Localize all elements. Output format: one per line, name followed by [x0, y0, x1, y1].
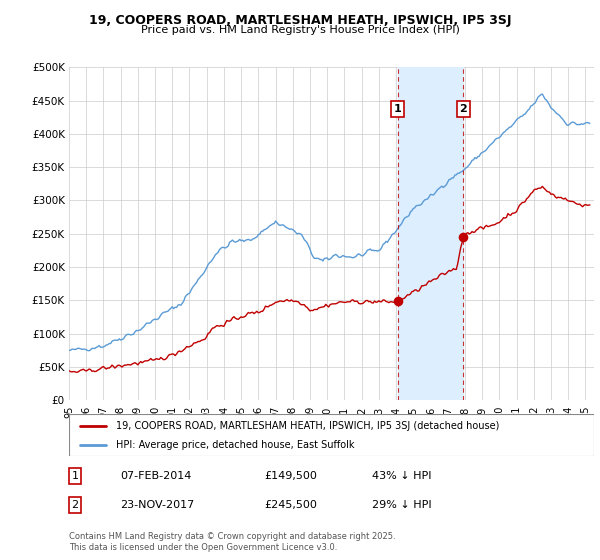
Point — [393, 296, 403, 305]
Text: 1: 1 — [394, 104, 401, 114]
Point — [458, 232, 468, 241]
Text: Price paid vs. HM Land Registry's House Price Index (HPI): Price paid vs. HM Land Registry's House … — [140, 25, 460, 35]
Text: 2: 2 — [460, 104, 467, 114]
Text: HPI: Average price, detached house, East Suffolk: HPI: Average price, detached house, East… — [116, 440, 355, 450]
Text: 19, COOPERS ROAD, MARTLESHAM HEATH, IPSWICH, IP5 3SJ (detached house): 19, COOPERS ROAD, MARTLESHAM HEATH, IPSW… — [116, 421, 500, 431]
Bar — [398, 67, 463, 400]
Text: 29% ↓ HPI: 29% ↓ HPI — [372, 500, 431, 510]
Text: 23-NOV-2017: 23-NOV-2017 — [120, 500, 194, 510]
Text: 2: 2 — [71, 500, 79, 510]
Text: 1: 1 — [71, 471, 79, 481]
Text: 43% ↓ HPI: 43% ↓ HPI — [372, 471, 431, 481]
Text: Contains HM Land Registry data © Crown copyright and database right 2025.
This d: Contains HM Land Registry data © Crown c… — [69, 532, 395, 552]
Text: £245,500: £245,500 — [264, 500, 317, 510]
Text: 19, COOPERS ROAD, MARTLESHAM HEATH, IPSWICH, IP5 3SJ: 19, COOPERS ROAD, MARTLESHAM HEATH, IPSW… — [89, 14, 511, 27]
Text: £149,500: £149,500 — [264, 471, 317, 481]
Text: 07-FEB-2014: 07-FEB-2014 — [120, 471, 191, 481]
